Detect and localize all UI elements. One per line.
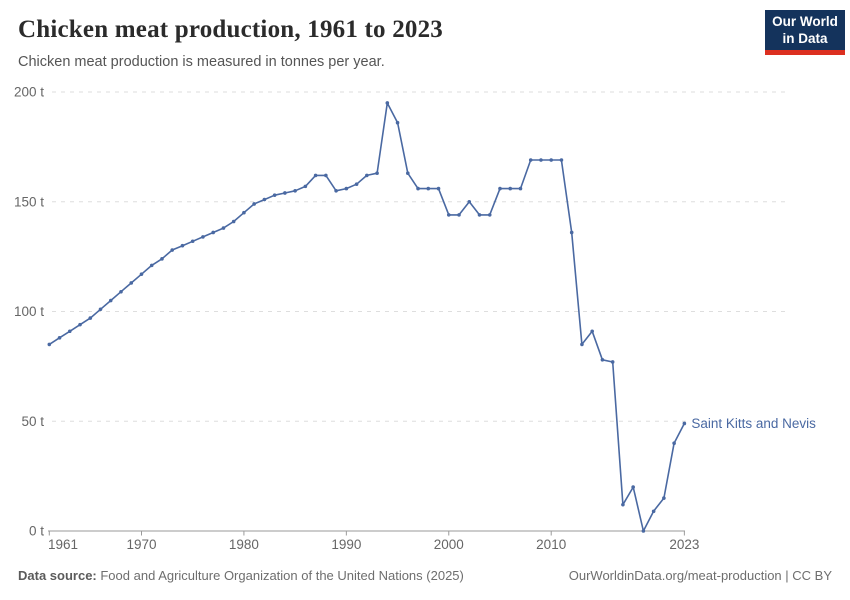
y-axis-label: 0 t: [29, 524, 44, 539]
data-point-1973[interactable]: [170, 248, 175, 252]
data-point-1996[interactable]: [406, 171, 410, 176]
data-source-value: Food and Agriculture Organization of the…: [96, 568, 464, 583]
y-axis-label: 100 t: [14, 304, 44, 319]
data-point-1984[interactable]: [283, 191, 287, 195]
data-point-2012[interactable]: [569, 230, 574, 235]
data-point-2006[interactable]: [508, 186, 513, 191]
data-point-1961[interactable]: [47, 342, 52, 347]
data-point-1966[interactable]: [98, 307, 103, 312]
data-point-1967[interactable]: [108, 298, 113, 303]
owid-logo-line1: Our World: [772, 14, 838, 29]
y-axis-label: 200 t: [14, 85, 44, 100]
x-axis-label: 1961: [48, 537, 78, 552]
data-point-2010[interactable]: [549, 158, 554, 162]
data-point-2013[interactable]: [580, 342, 584, 347]
data-point-1979[interactable]: [231, 219, 236, 224]
data-point-1974[interactable]: [180, 243, 185, 248]
data-point-1963[interactable]: [67, 329, 72, 334]
data-point-1968[interactable]: [119, 289, 123, 294]
x-axis-label: 1990: [331, 537, 361, 552]
x-axis-label: 2010: [536, 537, 566, 552]
data-point-1977[interactable]: [211, 230, 215, 235]
data-point-1989[interactable]: [334, 188, 338, 193]
data-point-1971[interactable]: [149, 263, 154, 268]
data-point-2005[interactable]: [498, 186, 502, 191]
data-point-1993[interactable]: [375, 171, 379, 176]
y-axis-label: 50 t: [21, 414, 44, 429]
data-point-2004[interactable]: [487, 213, 492, 217]
page-title: Chicken meat production, 1961 to 2023: [18, 16, 444, 43]
entity-label[interactable]: Saint Kitts and Nevis: [690, 414, 818, 432]
data-point-2011[interactable]: [559, 158, 564, 162]
data-point-2014[interactable]: [590, 329, 594, 334]
data-point-1999[interactable]: [436, 186, 441, 191]
data-point-2023[interactable]: [682, 421, 687, 426]
data-point-2001[interactable]: [457, 213, 461, 217]
data-point-1992[interactable]: [365, 173, 369, 178]
series-line-saint-kitts-and-nevis[interactable]: [48, 102, 686, 532]
data-point-1969[interactable]: [129, 281, 134, 285]
data-point-1962[interactable]: [57, 336, 62, 340]
data-point-2016[interactable]: [610, 360, 615, 364]
data-point-1986[interactable]: [303, 184, 308, 189]
owid-url-link[interactable]: OurWorldinData.org/meat-production | CC …: [568, 568, 832, 583]
data-point-1995[interactable]: [395, 120, 400, 125]
data-point-2008[interactable]: [528, 158, 533, 162]
data-point-1978[interactable]: [221, 226, 226, 230]
data-point-2015[interactable]: [600, 357, 605, 362]
data-point-1983[interactable]: [272, 193, 277, 197]
data-point-2020[interactable]: [651, 509, 656, 514]
data-point-1981[interactable]: [252, 202, 256, 206]
data-source-text: Data source: Food and Agriculture Organi…: [18, 568, 464, 583]
data-point-1985[interactable]: [293, 188, 297, 193]
data-point-1982[interactable]: [262, 197, 267, 202]
y-axis-label: 150 t: [14, 194, 44, 209]
page-subtitle: Chicken meat production is measured in t…: [18, 54, 385, 70]
owid-logo[interactable]: Our World in Data: [765, 10, 845, 55]
data-point-2007[interactable]: [518, 186, 523, 191]
data-point-2017[interactable]: [621, 502, 625, 507]
data-point-1972[interactable]: [160, 257, 164, 261]
data-point-1975[interactable]: [190, 239, 195, 244]
data-point-2019[interactable]: [641, 529, 646, 533]
x-axis-label: 2023: [669, 537, 699, 552]
data-point-1990[interactable]: [344, 186, 349, 191]
data-point-2018[interactable]: [631, 485, 635, 489]
data-point-1998[interactable]: [426, 186, 431, 191]
data-point-1964[interactable]: [78, 322, 82, 327]
data-point-2021[interactable]: [662, 496, 666, 500]
data-point-2000[interactable]: [446, 213, 451, 217]
data-point-1980[interactable]: [242, 210, 246, 215]
data-point-1997[interactable]: [416, 186, 420, 191]
data-point-2009[interactable]: [539, 158, 543, 162]
owid-logo-line2: in Data: [782, 31, 828, 46]
data-point-1994[interactable]: [385, 101, 390, 105]
data-point-1987[interactable]: [313, 173, 318, 178]
x-axis-label: 2000: [434, 537, 464, 552]
data-point-1970[interactable]: [139, 272, 144, 276]
data-point-1976[interactable]: [201, 235, 205, 239]
data-point-1988[interactable]: [324, 173, 328, 178]
data-point-2002[interactable]: [467, 199, 472, 204]
x-axis-label: 1970: [126, 537, 156, 552]
x-axis-label: 1980: [229, 537, 259, 552]
data-point-1991[interactable]: [354, 182, 359, 186]
data-point-2022[interactable]: [672, 441, 676, 446]
data-point-1965[interactable]: [88, 316, 93, 320]
data-point-2003[interactable]: [477, 213, 482, 217]
chart-footer: Data source: Food and Agriculture Organi…: [18, 568, 832, 583]
data-source-label: Data source:: [18, 568, 97, 583]
